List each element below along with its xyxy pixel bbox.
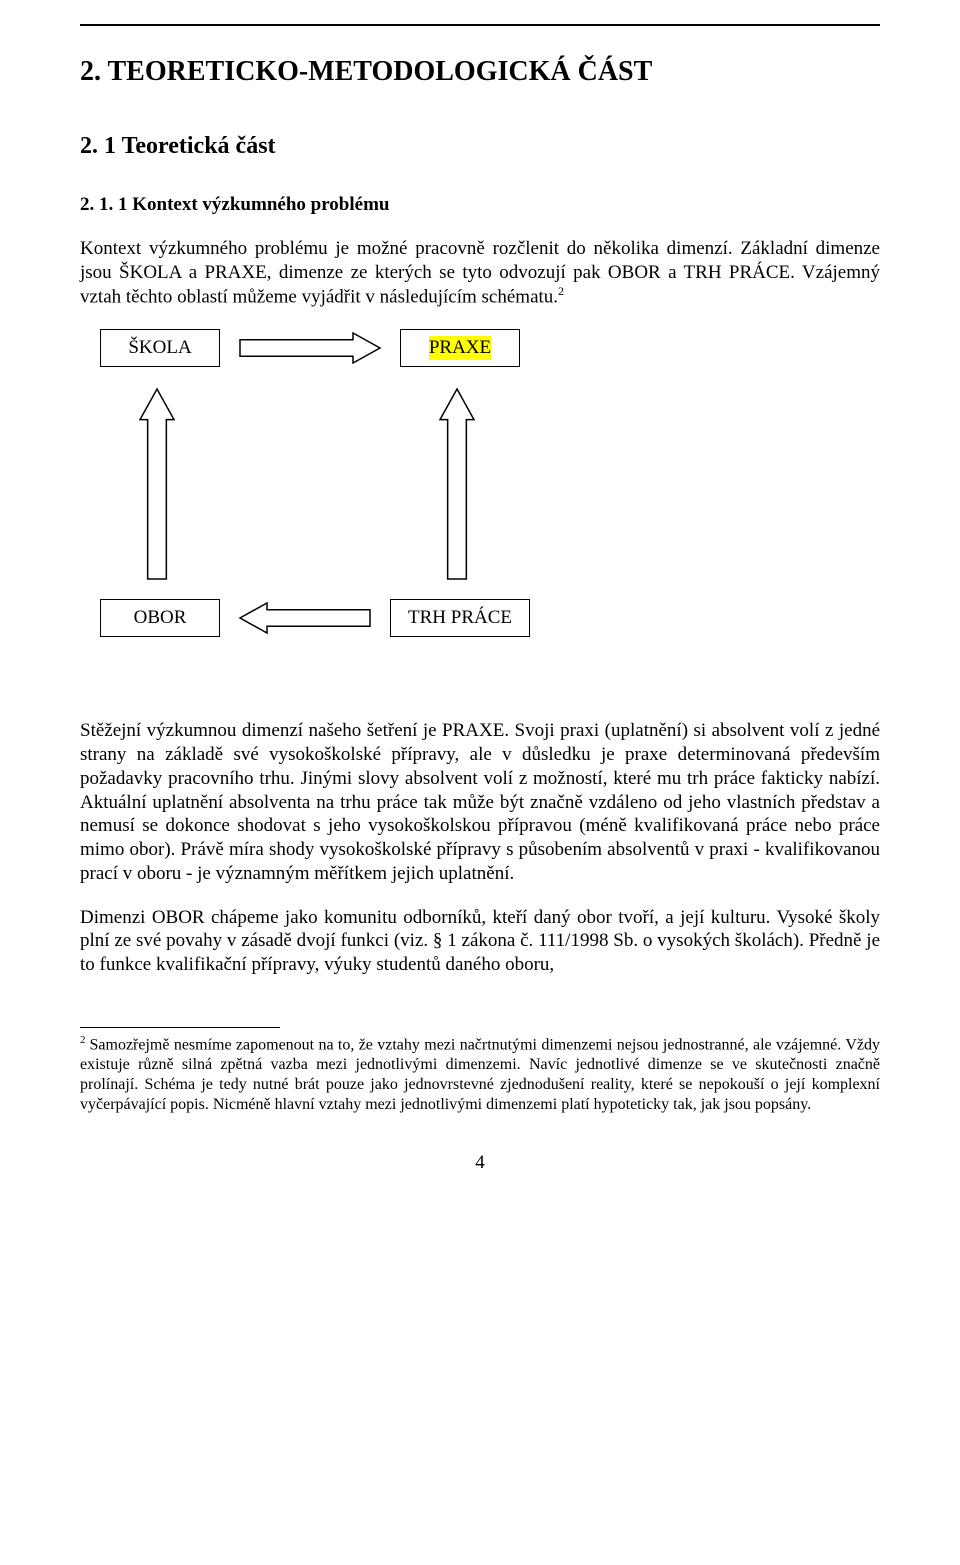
dimension-diagram: ŠKOLA PRAXE OBOR TRH PRÁCE <box>80 329 610 689</box>
diagram-node-skola-label: ŠKOLA <box>128 336 191 360</box>
paragraph-intro: Kontext výzkumného problému je možné pra… <box>80 237 880 310</box>
diagram-node-praxe-label: PRAXE <box>429 336 491 360</box>
heading-level-2: 2. 1 Teoretická část <box>80 131 880 161</box>
footnote-number: 2 <box>80 1034 86 1046</box>
diagram-node-skola: ŠKOLA <box>100 329 220 367</box>
page-number: 4 <box>80 1151 880 1175</box>
diagram-node-trh-label: TRH PRÁCE <box>408 606 512 630</box>
paragraph-intro-text: Kontext výzkumného problému je možné pra… <box>80 238 880 308</box>
heading-level-1: 2. TEORETICKO-METODOLOGICKÁ ČÁST <box>80 54 880 89</box>
footnote-text: Samozřejmě nesmíme zapomenout na to, že … <box>80 1036 880 1113</box>
diagram-node-trh: TRH PRÁCE <box>390 599 530 637</box>
footnote-separator <box>80 1027 280 1028</box>
paragraph-last: Dimenzi OBOR chápeme jako komunitu odbor… <box>80 906 880 977</box>
footnote: 2Samozřejmě nesmíme zapomenout na to, že… <box>80 1034 880 1115</box>
diagram-node-obor-label: OBOR <box>134 606 187 630</box>
paragraph-middle: Stěžejní výzkumnou dimenzí našeho šetřen… <box>80 719 880 885</box>
footnote-ref: 2 <box>558 284 564 298</box>
diagram-node-obor: OBOR <box>100 599 220 637</box>
top-horizontal-rule <box>80 24 880 26</box>
heading-level-3: 2. 1. 1 Kontext výzkumného problému <box>80 193 880 217</box>
diagram-node-praxe: PRAXE <box>400 329 520 367</box>
